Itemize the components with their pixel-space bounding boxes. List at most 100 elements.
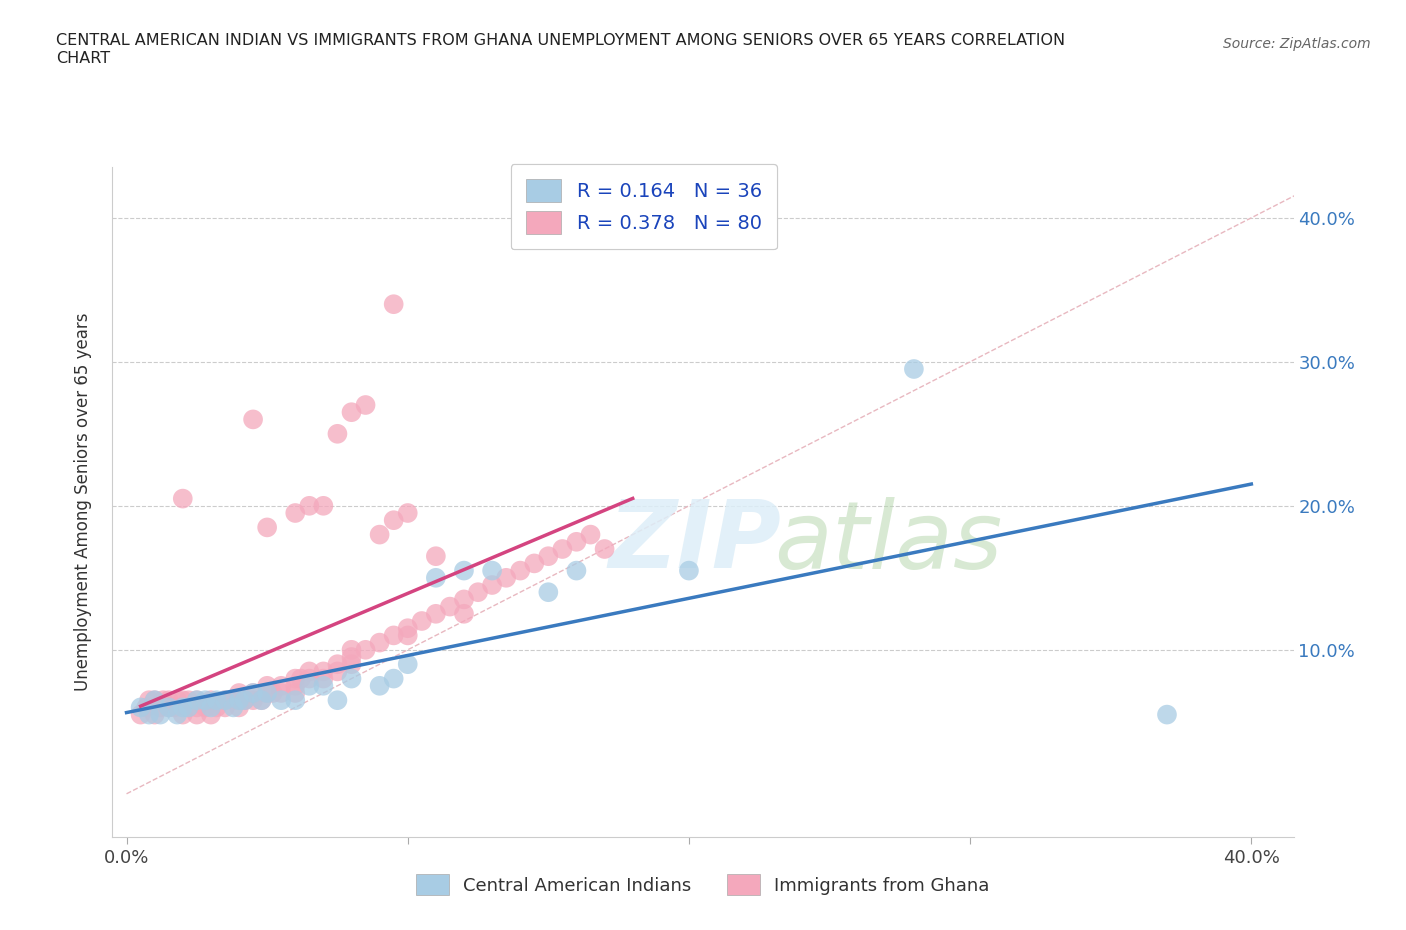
Point [326,693,349,708]
Point [312,671,335,686]
Point [186,707,208,722]
Point [284,678,307,693]
Point [256,685,278,700]
Point [250,693,273,708]
Point [250,693,273,708]
Point [298,671,321,686]
Point [222,693,245,708]
Point [312,498,335,513]
Point [222,700,245,715]
Point [149,707,172,722]
Point [172,707,194,722]
Point [143,693,166,708]
Point [284,685,307,700]
Point [228,685,250,700]
Point [205,693,228,708]
Point [593,541,616,556]
Point [340,405,363,419]
Point [396,620,419,635]
Point [425,606,447,621]
Point [340,671,363,686]
Point [453,606,475,621]
Point [157,693,180,708]
Point [284,693,307,708]
Point [270,693,292,708]
Point [166,693,188,708]
Y-axis label: Unemployment Among Seniors over 65 years: Unemployment Among Seniors over 65 years [73,313,91,691]
Legend: Central American Indians, Immigrants from Ghana: Central American Indians, Immigrants fro… [409,867,997,902]
Point [186,693,208,708]
Point [551,541,574,556]
Point [129,707,152,722]
Point [509,564,531,578]
Point [523,556,546,571]
Point [228,693,250,708]
Point [138,693,160,708]
Point [298,664,321,679]
Point [1156,707,1178,722]
Point [143,693,166,708]
Point [411,614,433,629]
Point [298,678,321,693]
Point [425,570,447,585]
Point [340,649,363,664]
Text: CENTRAL AMERICAN INDIAN VS IMMIGRANTS FROM GHANA UNEMPLOYMENT AMONG SENIORS OVER: CENTRAL AMERICAN INDIAN VS IMMIGRANTS FR… [56,33,1066,47]
Point [177,700,200,715]
Point [242,693,264,708]
Point [312,678,335,693]
Point [467,585,489,600]
Point [135,700,157,715]
Point [326,657,349,671]
Point [481,564,503,578]
Point [368,635,391,650]
Point [396,628,419,643]
Point [312,664,335,679]
Point [382,671,405,686]
Point [200,700,222,715]
Point [579,527,602,542]
Point [270,678,292,693]
Point [228,700,250,715]
Point [143,707,166,722]
Point [172,700,194,715]
Point [228,693,250,708]
Point [194,693,217,708]
Point [481,578,503,592]
Point [152,693,174,708]
Text: CHART: CHART [56,51,110,66]
Point [214,700,236,715]
Point [453,592,475,607]
Text: Source: ZipAtlas.com: Source: ZipAtlas.com [1223,37,1371,51]
Point [495,570,517,585]
Point [368,527,391,542]
Point [340,657,363,671]
Point [256,678,278,693]
Point [382,512,405,527]
Point [382,297,405,312]
Point [396,506,419,521]
Point [200,707,222,722]
Point [233,693,256,708]
Point [194,700,217,715]
Point [298,498,321,513]
Point [256,685,278,700]
Point [186,693,208,708]
Point [214,693,236,708]
Point [233,693,256,708]
Point [242,685,264,700]
Point [565,535,588,550]
Point [177,700,200,715]
Point [290,671,312,686]
Point [256,520,278,535]
Point [163,700,186,715]
Point [340,643,363,658]
Text: atlas: atlas [773,497,1002,588]
Point [157,700,180,715]
Point [284,506,307,521]
Point [270,685,292,700]
Point [172,693,194,708]
Point [382,628,405,643]
Point [242,412,264,427]
Point [537,549,560,564]
Point [129,700,152,715]
